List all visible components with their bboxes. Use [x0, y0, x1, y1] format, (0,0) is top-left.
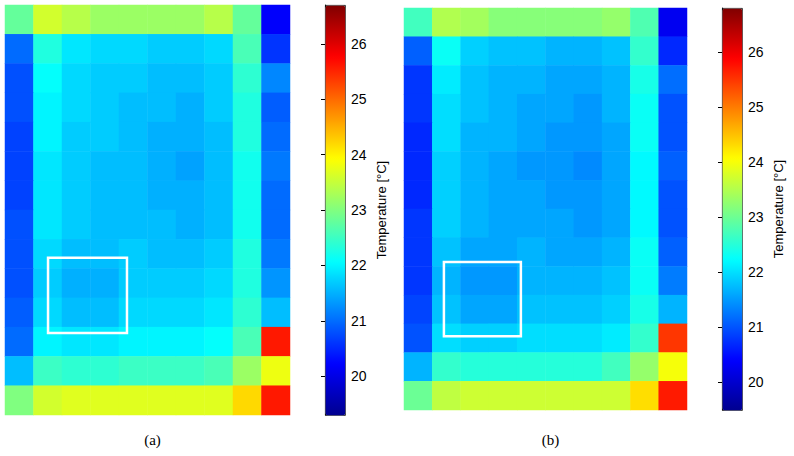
- svg-text:(b): (b): [542, 432, 560, 449]
- svg-text:24: 24: [351, 147, 367, 163]
- svg-text:22: 22: [351, 257, 367, 273]
- svg-text:Temperature [°C]: Temperature [°C]: [374, 161, 389, 259]
- svg-text:26: 26: [351, 36, 367, 52]
- svg-text:21: 21: [748, 319, 764, 335]
- svg-text:21: 21: [351, 313, 367, 329]
- svg-text:20: 20: [748, 374, 764, 390]
- svg-text:20: 20: [351, 368, 367, 384]
- svg-text:Temperature [°C]: Temperature [°C]: [771, 160, 786, 258]
- svg-text:23: 23: [351, 202, 367, 218]
- svg-text:22: 22: [748, 264, 764, 280]
- svg-text:25: 25: [748, 99, 764, 115]
- svg-text:(a): (a): [144, 432, 161, 449]
- svg-text:23: 23: [748, 209, 764, 225]
- svg-text:25: 25: [351, 91, 367, 107]
- svg-text:24: 24: [748, 154, 764, 170]
- svg-text:26: 26: [748, 44, 764, 60]
